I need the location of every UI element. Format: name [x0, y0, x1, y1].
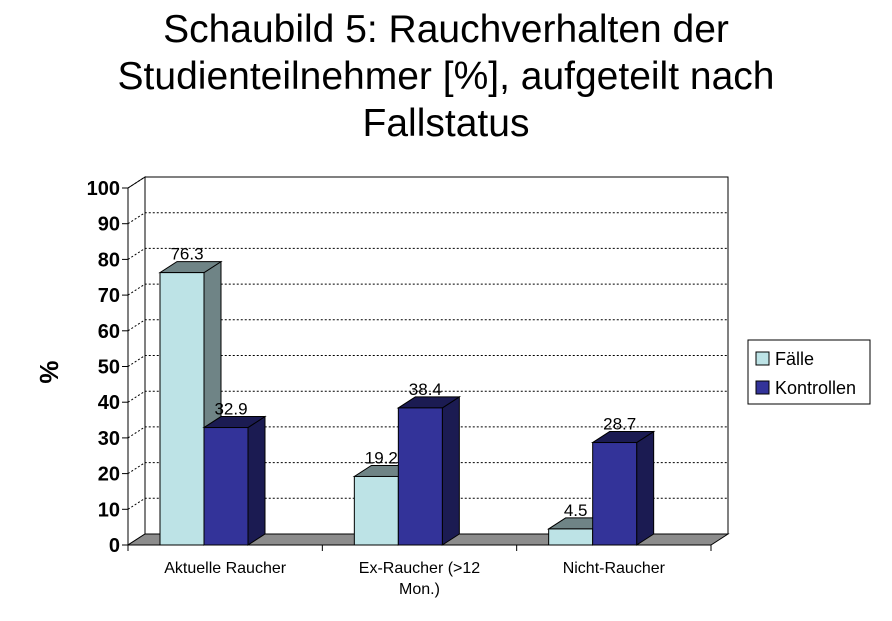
bars	[158, 260, 656, 546]
y-tick-label: 70	[98, 285, 120, 307]
data-label: 32.9	[214, 400, 247, 419]
data-labels: 76.3 32.9 19.2 38.4 4.5 28.7	[170, 245, 636, 520]
gridline	[127, 497, 728, 510]
bar	[396, 395, 462, 546]
bar-front-face	[592, 442, 638, 546]
y-tick-label: 30	[98, 428, 120, 450]
plot-side-wall	[127, 176, 146, 546]
chart-title-line: Fallstatus	[362, 102, 530, 145]
x-tick-label: Nicht-Raucher	[563, 560, 666, 577]
legend: Fälle Kontrollen	[747, 339, 871, 405]
y-tick-label: 20	[98, 464, 120, 486]
legend-label: Fälle	[775, 349, 814, 369]
y-tick-label: 80	[98, 249, 120, 271]
bar-front-face	[353, 475, 399, 546]
y-tick-label: 0	[109, 535, 120, 557]
y-tick-label: 60	[98, 321, 120, 343]
gridline	[127, 426, 728, 439]
bar-front-face	[397, 407, 443, 546]
data-label: 38.4	[409, 380, 442, 399]
bar-front-face	[159, 272, 205, 546]
axes: 0 10 20 30 40 50 60 70 80 90 100% Aktuelle Raucher E…	[34, 178, 712, 598]
bar-front-face	[548, 528, 594, 546]
bar-side-face	[636, 430, 655, 546]
legend-label: Kontrollen	[775, 378, 856, 398]
data-label: 19.2	[365, 448, 398, 467]
gridline	[127, 212, 728, 225]
x-tick-label: Aktuelle Raucher	[164, 560, 287, 577]
y-tick-label: 100	[87, 178, 120, 200]
y-axis-title: %	[34, 360, 64, 383]
bar-side-face	[441, 395, 460, 546]
x-tick-label: Ex-Raucher (>12	[359, 560, 480, 577]
legend-swatch	[755, 380, 770, 395]
data-label: 4.5	[564, 501, 588, 520]
gridline	[127, 390, 728, 403]
legend-swatch	[755, 351, 770, 366]
gridline	[127, 283, 728, 296]
y-tick-label: 50	[98, 357, 120, 379]
chart-title-line: Studienteilnehmer [%], aufgeteilt nach	[117, 55, 775, 98]
bar	[590, 430, 656, 546]
gridline	[127, 462, 728, 475]
gridline	[127, 176, 728, 189]
chart-title-line: Schaubild 5: Rauchverhalten der	[163, 8, 729, 51]
x-tick-label: Mon.)	[399, 581, 440, 598]
chart-title: Schaubild 5: Rauchverhalten der Studient…	[0, 6, 892, 147]
bar	[202, 415, 267, 546]
gridline	[127, 247, 728, 260]
bar-front-face	[203, 427, 249, 546]
y-tick-label: 90	[98, 214, 120, 236]
gridline	[127, 355, 728, 367]
y-tick-label: 40	[98, 392, 120, 414]
gridline	[127, 319, 728, 332]
data-label: 76.3	[170, 245, 203, 264]
y-tick-label: 10	[98, 499, 120, 521]
data-label: 28.7	[603, 415, 636, 434]
bar-side-face	[247, 415, 266, 546]
